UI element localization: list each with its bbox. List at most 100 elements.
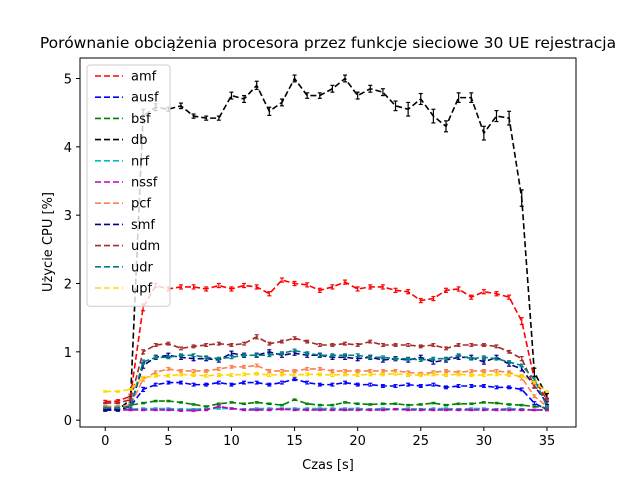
error-bar-bsf	[191, 403, 196, 406]
series-line-udm	[105, 335, 548, 404]
error-bar-pcf	[368, 369, 373, 373]
error-bar-ausf	[330, 382, 335, 387]
error-bar-udr	[380, 355, 385, 360]
error-bar-upf	[406, 373, 411, 378]
legend-label-nssf: nssf	[131, 176, 158, 191]
y-tick-label: 4	[64, 141, 72, 156]
error-bar-ausf	[242, 380, 247, 385]
error-bar-smf	[115, 408, 120, 412]
error-bar-udm	[544, 397, 549, 402]
error-bar-ausf	[431, 382, 436, 387]
error-bar-bsf	[418, 403, 423, 406]
error-bar-ausf	[469, 384, 474, 388]
error-bar-upf	[456, 372, 461, 377]
error-bar-udr	[343, 353, 348, 358]
error-bar-ausf	[343, 380, 348, 385]
error-bar-upf	[115, 390, 120, 393]
y-tick-label: 0	[64, 414, 72, 429]
error-bar-db	[380, 88, 385, 97]
error-bar-udr	[292, 348, 297, 353]
error-bar-bsf	[456, 402, 461, 406]
legend-label-pcf: pcf	[131, 197, 151, 212]
error-bar-udr	[191, 353, 196, 358]
error-bar-nssf	[229, 407, 234, 410]
error-bar-amf	[456, 286, 461, 292]
error-bar-upf	[141, 375, 146, 380]
error-bar-db	[267, 106, 272, 117]
error-bar-udr	[153, 355, 158, 360]
error-bar-ausf	[141, 386, 146, 393]
error-bar-udr	[242, 353, 247, 358]
error-bar-bsf	[153, 399, 158, 403]
error-bar-amf	[355, 286, 360, 292]
series-line-bsf	[105, 398, 548, 409]
error-bar-db	[279, 98, 284, 107]
error-bar-udr	[317, 353, 322, 358]
error-bar-nssf	[279, 407, 284, 411]
error-bar-pcf	[469, 369, 474, 373]
error-bar-upf	[166, 373, 171, 378]
error-bar-upf	[507, 373, 512, 378]
error-bar-udm	[532, 384, 537, 388]
error-bar-db	[242, 94, 247, 104]
error-bar-ausf	[166, 380, 171, 385]
error-bar-bsf	[204, 405, 209, 408]
error-bar-udr	[229, 355, 234, 360]
error-bar-ausf	[519, 387, 524, 392]
y-axis-label: Użycie CPU [%]	[41, 192, 56, 292]
error-bar-udr	[267, 353, 272, 358]
error-bar-amf	[431, 295, 436, 302]
error-bar-amf	[279, 277, 284, 283]
x-tick-label: 15	[286, 434, 303, 449]
error-bar-bsf	[166, 399, 171, 403]
error-bar-amf	[519, 317, 524, 326]
legend-label-db: db	[131, 133, 148, 148]
error-bar-ausf	[292, 377, 297, 382]
error-bar-amf	[267, 291, 272, 297]
error-bar-ausf	[216, 380, 221, 385]
error-bar-bsf	[368, 403, 373, 406]
error-bar-udm	[216, 341, 221, 346]
error-bar-nssf	[481, 408, 486, 412]
error-bar-pcf	[216, 366, 221, 371]
error-bar-udm	[380, 343, 385, 347]
error-bar-nssf	[191, 409, 196, 412]
error-bar-udr	[532, 377, 537, 382]
error-bar-amf	[507, 294, 512, 300]
error-bar-amf	[418, 297, 423, 304]
error-bar-nssf	[393, 407, 398, 411]
error-bar-udm	[456, 343, 461, 347]
error-bar-ausf	[191, 382, 196, 387]
error-bar-bsf	[292, 398, 297, 401]
error-bar-ausf	[355, 382, 360, 387]
error-bar-amf	[191, 284, 196, 290]
error-bar-ausf	[229, 382, 234, 387]
legend-label-nrf: nrf	[131, 154, 150, 169]
error-bar-bsf	[355, 402, 360, 406]
error-bar-upf	[330, 373, 335, 378]
series-line-nrf	[105, 407, 547, 411]
error-bar-nrf	[216, 407, 221, 410]
error-bar-upf	[267, 373, 272, 378]
error-bar-ausf	[380, 384, 385, 388]
error-bar-nssf	[292, 408, 297, 412]
error-bar-udm	[254, 334, 259, 340]
error-bar-bsf	[444, 403, 449, 407]
error-bar-nssf	[317, 408, 322, 412]
error-bar-nssf	[330, 408, 335, 412]
error-bar-nssf	[456, 408, 461, 412]
error-bar-ausf	[267, 382, 272, 387]
y-tick-label: 3	[64, 209, 72, 224]
error-bar-upf	[279, 372, 284, 377]
error-bar-udr	[355, 353, 360, 358]
error-bar-udr	[204, 355, 209, 360]
error-bar-amf	[229, 286, 234, 292]
error-bar-amf	[393, 287, 398, 293]
error-bar-bsf	[343, 401, 348, 404]
error-bar-nssf	[254, 408, 259, 412]
error-bar-pcf	[279, 369, 284, 373]
error-bar-bsf	[431, 401, 436, 405]
error-bar-amf	[481, 289, 486, 295]
error-bar-udr	[305, 351, 310, 356]
error-bar-nssf	[444, 408, 449, 412]
